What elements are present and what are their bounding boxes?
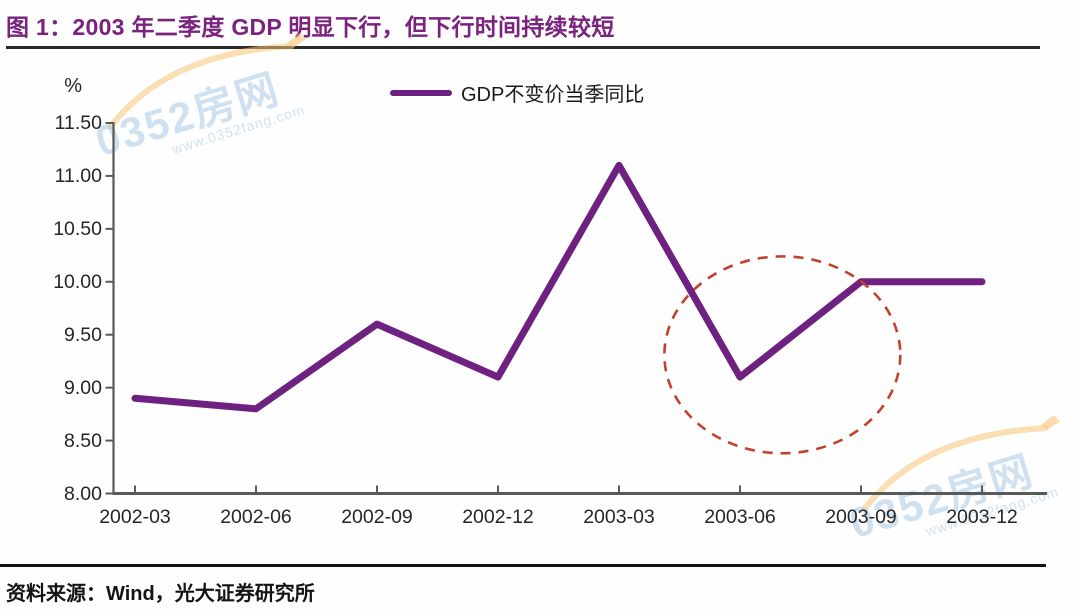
- highlight-dashed-ellipse: [663, 255, 902, 455]
- x-axis-label: 2002-03: [99, 506, 171, 528]
- y-axis-label: 11.00: [54, 164, 102, 187]
- y-axis-label: 8.00: [64, 482, 102, 505]
- footer-rule: [0, 564, 1046, 567]
- y-axis-label: 10.00: [53, 270, 102, 293]
- y-axis-label: 10.50: [53, 217, 102, 240]
- x-axis-label: 2003-09: [825, 506, 897, 528]
- x-axis-label: 2002-06: [220, 506, 292, 528]
- x-axis-label: 2003-03: [583, 506, 655, 528]
- x-axis-label: 2002-12: [462, 506, 534, 528]
- x-axis-label: 2003-06: [704, 506, 776, 528]
- figure-title: 图 1：2003 年二季度 GDP 明显下行，但下行时间持续较短: [6, 14, 615, 40]
- y-axis-label: 9.00: [64, 376, 102, 399]
- y-axis-label: 8.50: [64, 429, 102, 452]
- header-rule: [6, 46, 1040, 49]
- gdp-series-line: [131, 161, 986, 413]
- source-text: 资料来源：Wind，光大证券研究所: [6, 583, 315, 605]
- x-axis-label: 2003-12: [946, 506, 1018, 528]
- x-axis-label: 2002-09: [341, 506, 413, 528]
- y-axis-label: 9.50: [64, 323, 102, 346]
- y-axis-unit-label: %: [64, 75, 82, 97]
- legend-line-swatch-icon: [390, 89, 452, 96]
- legend-series-label: GDP不变价当季同比: [461, 84, 645, 106]
- y-axis-label: 11.50: [54, 112, 102, 134]
- chart-legend: GDP不变价当季同比: [390, 78, 644, 107]
